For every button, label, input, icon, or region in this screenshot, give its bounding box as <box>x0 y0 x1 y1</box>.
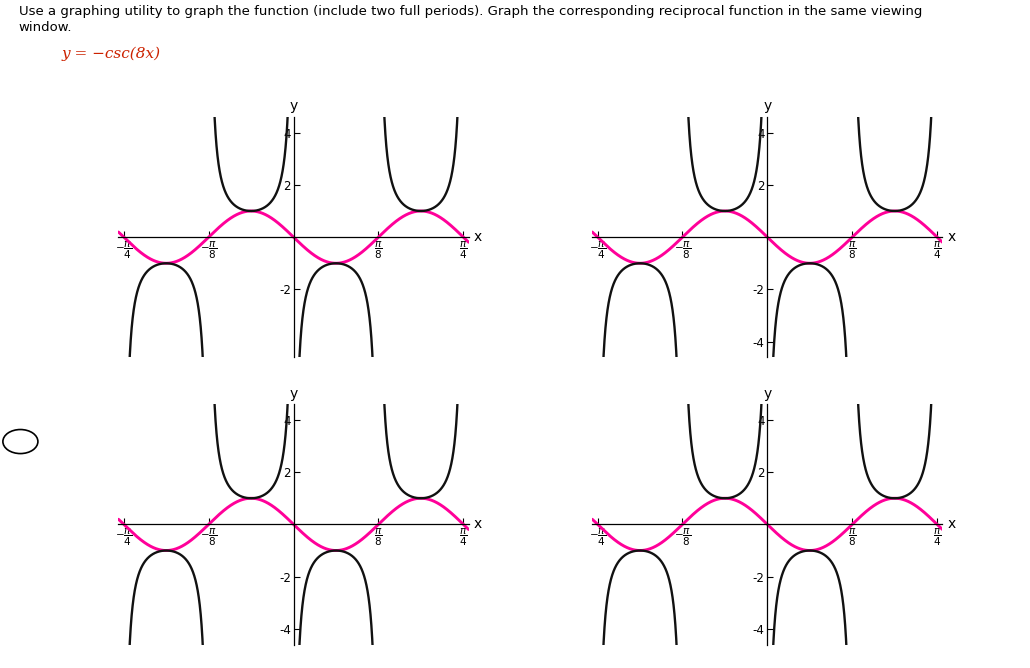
Text: y: y <box>763 387 771 401</box>
Text: x: x <box>474 230 482 244</box>
Text: Use a graphing utility to graph the function (include two full periods). Graph t: Use a graphing utility to graph the func… <box>19 5 922 18</box>
Text: x: x <box>948 518 956 531</box>
Text: window.: window. <box>19 21 72 34</box>
Text: x: x <box>948 230 956 244</box>
Text: y: y <box>763 100 771 114</box>
Text: y: y <box>289 387 298 401</box>
Text: x: x <box>474 518 482 531</box>
Text: y: y <box>289 100 298 114</box>
Text: y = −csc(8x): y = −csc(8x) <box>62 47 161 61</box>
